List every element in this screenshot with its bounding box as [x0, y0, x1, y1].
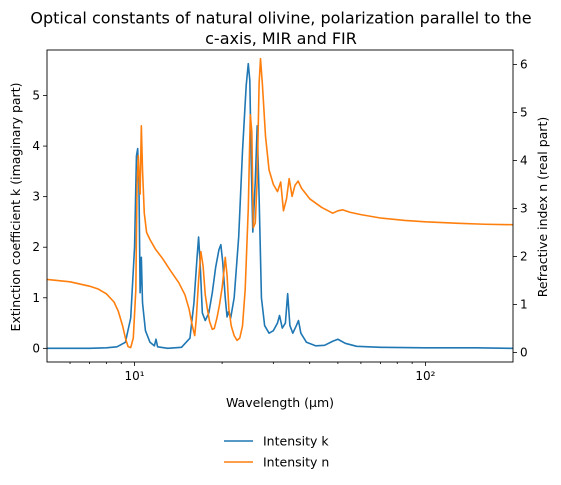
y-right-tick-label: 6: [520, 57, 528, 71]
y-left-tick-label: 2: [32, 240, 40, 254]
y-left-tick-label: 5: [32, 89, 40, 103]
y-right-tick-label: 0: [520, 345, 528, 359]
y-axis-left-label: Extinction coefficient k (imaginary part…: [8, 83, 23, 332]
legend: Intensity k Intensity n: [224, 434, 329, 470]
chart-title-line-1: Optical constants of natural olivine, po…: [30, 9, 531, 28]
y-left-tick-label: 0: [32, 341, 40, 355]
x-tick-label: 10²: [415, 369, 435, 383]
legend-label-n: Intensity n: [263, 455, 329, 470]
chart-title-line-2: c-axis, MIR and FIR: [205, 29, 357, 48]
plot-area: [46, 49, 514, 363]
y-left-tick-label: 3: [32, 190, 40, 204]
series-line-k: [47, 62, 513, 350]
ticks-layer: 10¹ 10² 0 1 2 3 4 5 0 1 2 3 4 5 6: [32, 57, 527, 383]
y-axis-right-label: Refractive index n (real part): [535, 117, 550, 297]
series-layer: [47, 57, 513, 350]
plot-frame: [46, 49, 514, 363]
x-axis-label: Wavelength (μm): [226, 395, 334, 410]
y-right-tick-label: 1: [520, 297, 528, 311]
y-right-tick-label: 2: [520, 249, 528, 263]
y-right-tick-label: 4: [520, 153, 528, 167]
x-tick-label: 10¹: [125, 369, 145, 383]
y-right-tick-label: 5: [520, 105, 528, 119]
y-left-tick-label: 4: [32, 139, 40, 153]
y-left-tick-label: 1: [32, 291, 40, 305]
y-right-tick-label: 3: [520, 201, 528, 215]
series-line-n: [47, 57, 513, 349]
legend-label-k: Intensity k: [263, 434, 329, 449]
